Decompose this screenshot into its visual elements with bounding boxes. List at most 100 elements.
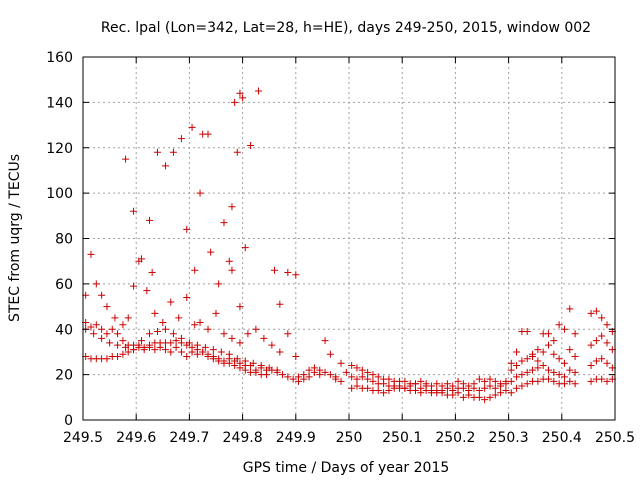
x-tick-label: 250.3 [489,430,529,446]
data-point [138,255,146,263]
data-point [545,330,552,338]
data-point [169,330,177,338]
data-point [486,382,494,390]
data-point [172,343,180,351]
data-point [412,380,419,388]
data-point [183,352,191,360]
data-point [305,366,313,374]
data-point [417,377,425,385]
data-point [507,359,515,367]
data-point [106,339,114,347]
data-point [566,346,574,354]
data-point [241,357,249,365]
data-point [481,384,489,392]
data-point [292,271,300,279]
data-point [326,371,334,379]
data-point [92,321,100,329]
data-point [459,393,467,401]
data-point [212,309,220,317]
data-point [358,366,366,374]
data-point [108,325,116,333]
data-point [545,341,552,349]
data-point [523,368,531,376]
data-point [161,346,169,354]
data-point [252,368,260,376]
data-point [560,359,568,367]
data-point [369,377,377,385]
y-tick-label: 0 [64,413,73,429]
data-point [603,377,611,385]
data-point [491,377,499,385]
data-point [326,350,334,358]
x-tick-label: 249.5 [63,430,103,446]
x-tick-label: 249.7 [169,430,209,446]
data-point [364,384,372,392]
data-point [518,382,526,390]
data-point [332,375,340,383]
data-point [183,293,191,301]
data-point [592,307,600,315]
data-point [279,371,286,379]
data-point [284,330,292,338]
data-point [122,155,130,163]
data-point [486,393,494,401]
data-point [465,387,473,395]
data-point [225,350,233,358]
y-axis-label: STEC from uqrg / TECUs [7,154,23,322]
data-point [143,287,151,295]
data-point [529,366,537,374]
data-point [228,203,236,211]
data-point [153,328,161,336]
data-point [566,305,574,313]
data-point [481,396,489,404]
data-point [130,207,138,215]
data-point [130,282,138,290]
data-point [321,368,329,376]
data-point [364,375,372,383]
y-tick-label: 20 [55,368,73,384]
data-point [507,377,515,385]
data-point [284,269,292,277]
data-point [284,373,292,381]
data-point [207,248,215,256]
data-point [374,387,382,395]
data-point [598,314,606,322]
data-point [550,337,558,345]
data-point [497,389,505,397]
data-point [236,89,244,97]
data-point [204,325,212,333]
x-tick-label: 249.9 [276,430,316,446]
data-point [427,382,435,390]
data-point [380,389,388,397]
data-point [571,330,579,338]
data-point [114,341,122,349]
data-point [603,321,611,329]
data-point [310,364,318,372]
y-axis-tick-labels: 0 20 40 60 80 100 120 140 160 [46,50,73,429]
data-point [146,330,153,338]
data-point [257,362,265,370]
data-point [459,384,467,392]
y-tick-label: 160 [46,50,73,66]
data-point [140,343,148,351]
data-point [209,346,217,354]
x-tick-label: 250.1 [382,430,422,446]
data-point [233,355,241,363]
y-tick-label: 120 [46,141,73,157]
data-point [598,355,606,363]
data-points [82,87,616,404]
data-point [518,371,526,379]
data-point [236,339,244,347]
data-point [374,373,382,381]
axis-ticks [82,56,616,421]
data-point [236,364,244,372]
data-point [111,314,119,322]
data-point [481,377,489,385]
data-point [316,366,324,374]
data-point [241,366,249,374]
data-point [167,339,175,347]
data-point [507,366,515,374]
data-point [566,366,574,374]
x-tick-label: 250 [336,430,363,446]
